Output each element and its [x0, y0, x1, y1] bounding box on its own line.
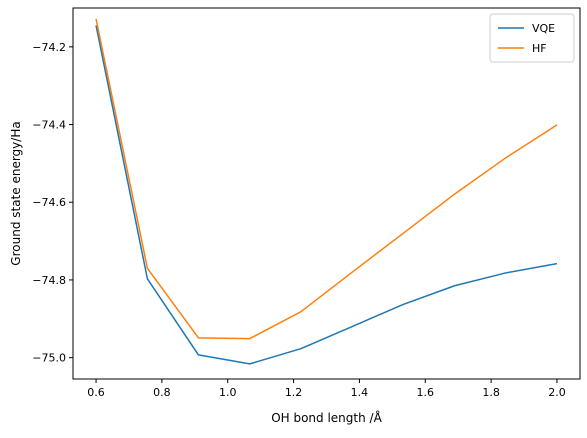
- y-axis-label: Ground state energy/Ha: [9, 121, 23, 265]
- x-tick-label: 1.8: [482, 386, 500, 399]
- x-tick-label: 1.6: [417, 386, 435, 399]
- legend-box: [489, 13, 575, 63]
- series-line-hf: [95, 18, 558, 340]
- x-axis-ticks: 0.6 0.8 1.0 1.2 1.4 1.6 1.8 2.0: [87, 379, 566, 399]
- legend-label-hf: HF: [532, 42, 547, 55]
- y-axis-ticks: −75.0 −74.8 −74.6 −74.4 −74.2: [32, 41, 73, 365]
- y-tick-label: −75.0: [32, 352, 66, 365]
- legend-label-vqe: VQE: [532, 22, 555, 35]
- y-tick-label: −74.4: [32, 119, 66, 132]
- x-tick-label: 2.0: [548, 386, 566, 399]
- series-line-vqe: [95, 25, 558, 365]
- x-axis-label: OH bond length /Å: [271, 410, 382, 425]
- x-tick-label: 1.0: [219, 386, 237, 399]
- plot-frame: [72, 7, 581, 380]
- y-tick-label: −74.8: [32, 274, 66, 287]
- legend: VQE HF: [489, 13, 575, 63]
- y-tick-label: −74.2: [32, 41, 66, 54]
- x-tick-label: 1.4: [351, 386, 369, 399]
- x-tick-label: 0.8: [153, 386, 171, 399]
- x-tick-label: 0.6: [87, 386, 105, 399]
- x-tick-label: 1.2: [285, 386, 303, 399]
- plot-lines: [95, 18, 558, 365]
- y-tick-label: −74.6: [32, 196, 66, 209]
